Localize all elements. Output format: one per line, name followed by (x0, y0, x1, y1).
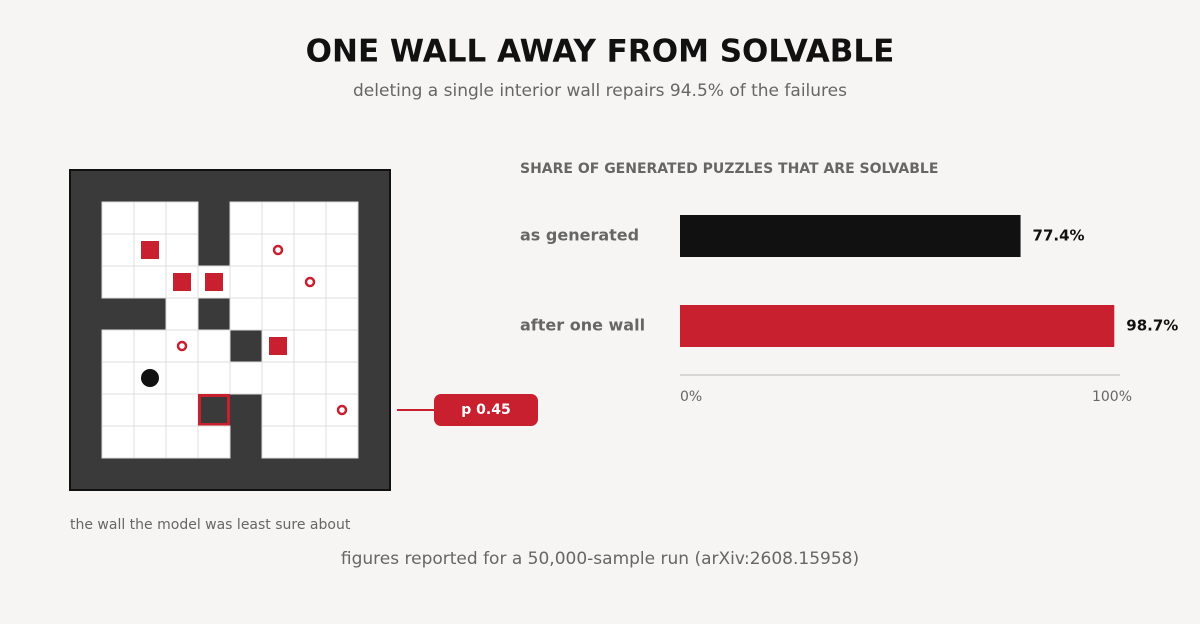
floor-cell (293, 425, 327, 459)
floor-cell (165, 201, 199, 235)
floor-cell (133, 201, 167, 235)
footer: figures reported for a 50,000-sample run… (341, 549, 859, 569)
floor-cell (165, 233, 199, 267)
floor-cell (261, 265, 295, 299)
floor-cell (101, 233, 135, 267)
floor-cell (293, 233, 327, 267)
floor-cell (101, 393, 135, 427)
puzzle-board (69, 169, 391, 491)
floor-cell (229, 233, 263, 267)
floor-cell (197, 361, 231, 395)
value-label: 98.7% (1126, 317, 1178, 335)
floor-cell (261, 297, 295, 331)
category-label: after one wall (520, 316, 645, 335)
floor-cell (133, 265, 167, 299)
floor-cell (293, 201, 327, 235)
title: ONE WALL AWAY FROM SOLVABLE (306, 34, 895, 70)
floor-cell (293, 297, 327, 331)
floor-cell (197, 329, 231, 363)
callout-badge (434, 394, 538, 426)
box (173, 273, 191, 291)
subtitle: deleting a single interior wall repairs … (353, 81, 847, 101)
target (176, 340, 188, 352)
floor-cell (293, 393, 327, 427)
floor-cell (229, 265, 263, 299)
floor-cell (325, 297, 359, 331)
floor-cell (325, 201, 359, 235)
floor-cell (101, 201, 135, 235)
floor-cell (229, 361, 263, 395)
floor-cell (261, 361, 295, 395)
floor-cell (165, 329, 199, 363)
callout-text: p 0.45 (461, 402, 510, 418)
bar (680, 305, 1115, 347)
box (141, 241, 159, 259)
floor-cell (165, 361, 199, 395)
value-label: 77.4% (1033, 227, 1085, 245)
floor-cell (101, 361, 135, 395)
floor-cell (325, 425, 359, 459)
x-tick-label: 0% (680, 389, 702, 405)
uncertain-wall (198, 394, 230, 426)
floor-cell (325, 265, 359, 299)
chart-title: SHARE OF GENERATED PUZZLES THAT ARE SOLV… (520, 161, 938, 177)
floor-cell (261, 201, 295, 235)
player (141, 369, 159, 387)
floor-cell (293, 329, 327, 363)
floor-cell (101, 329, 135, 363)
floor-cell (261, 233, 295, 267)
target (336, 404, 348, 416)
floor-cell (325, 361, 359, 395)
floor-cell (133, 393, 167, 427)
bar (680, 215, 1021, 257)
floor-cell (261, 393, 295, 427)
box (269, 337, 287, 355)
caption: the wall the model was least sure about (70, 517, 351, 533)
floor-cell (133, 329, 167, 363)
floor-cell (261, 425, 295, 459)
target (272, 244, 284, 256)
target (304, 276, 316, 288)
floor-cell (229, 201, 263, 235)
floor-cell (133, 425, 167, 459)
floor-cell (101, 265, 135, 299)
box (205, 273, 223, 291)
floor-cell (165, 393, 199, 427)
floor-cell (293, 361, 327, 395)
category-label: as generated (520, 226, 639, 245)
floor-cell (229, 297, 263, 331)
floor-cell (293, 265, 327, 299)
floor-cell (165, 425, 199, 459)
floor-cell (325, 329, 359, 363)
x-tick-label: 100% (1092, 389, 1132, 405)
floor-cell (165, 297, 199, 331)
floor-cell (325, 233, 359, 267)
floor-cell (325, 393, 359, 427)
floor-cell (197, 425, 231, 459)
floor-cell (101, 425, 135, 459)
